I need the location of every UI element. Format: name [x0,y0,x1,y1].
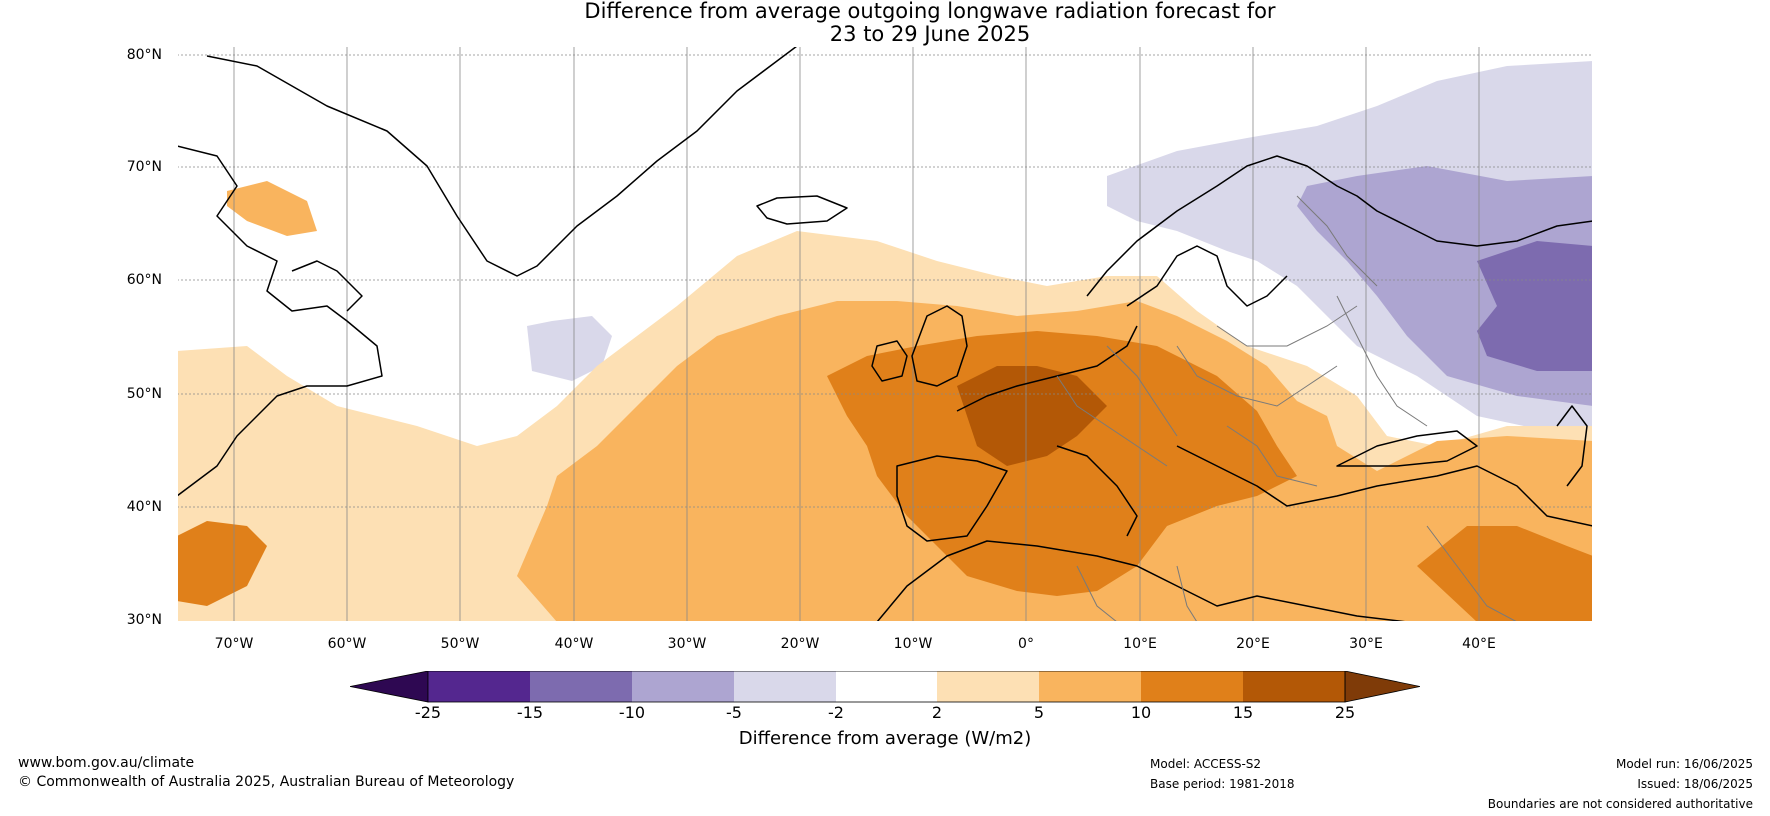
lat-label-30n: 30°N [126,612,162,628]
lon-label-30e: 30°E [1349,636,1383,652]
colorbar-swatch-2 [530,671,632,702]
lon-label-30w: 30°W [667,636,707,652]
coastline-labrador [291,260,363,312]
colorbar-tick-4: -5 [726,703,742,722]
lat-label-70n: 70°N [126,159,162,175]
lon-label-10w: 10°W [893,636,933,652]
colorbar-tick-5: -2 [828,703,844,722]
colorbar-tick-8: 10 [1130,703,1152,722]
title-line-2: 23 to 29 June 2025 [829,22,1031,46]
footer-base-period: Base period: 1981-2018 [1150,777,1295,791]
colorbar-tick-3: -10 [618,703,646,722]
lon-label-70w: 70°W [214,636,254,652]
lon-label-20w: 20°W [780,636,820,652]
colorbar-label: Difference from average (W/m2) [738,728,1032,749]
lon-label-40w: 40°W [554,636,594,652]
lat-label-50n: 50°N [126,386,162,402]
anomaly-region-europe-strong [827,331,1297,596]
lon-label-20e: 20°E [1236,636,1270,652]
coastline-black-sea [1336,430,1478,467]
coastline-greenland [206,46,798,277]
colorbar-under-arrow [350,671,429,703]
colorbar-swatch-6 [937,671,1039,702]
coastline-north-africa [876,540,1408,622]
title-line-1: Difference from average outgoing longwav… [584,0,1276,23]
lat-label-60n: 60°N [126,272,162,288]
coastline-scandinavia [1086,155,1593,297]
lat-label-40n: 40°N [126,499,162,515]
colorbar-swatch-1 [428,671,530,702]
lon-label-10e: 10°E [1123,636,1157,652]
colorbar [350,671,1420,703]
colorbar-over-arrow [1344,671,1420,703]
colorbar-swatch-9 [1243,671,1345,702]
colorbar-swatch-5 [836,671,937,702]
footer-copyright: © Commonwealth of Australia 2025, Austra… [18,774,515,790]
lat-label-80n: 80°N [126,47,162,63]
coastline-iberia [896,455,1008,542]
anomaly-map [177,46,1593,622]
country-borders [1056,195,1518,622]
anomaly-region-russia-strong [1477,241,1593,371]
coastline-iceland [756,195,848,225]
anomaly-region-north-america [177,521,267,606]
anomaly-region-atlantic-small [527,316,612,381]
coastline-north-america [177,145,383,497]
map-title: Difference from average outgoing longwav… [0,0,1770,46]
footer-disclaimer: Boundaries are not considered authoritat… [1487,797,1753,811]
coastline-italy [1056,445,1138,537]
lon-label-40e: 40°E [1462,636,1496,652]
coastlines [177,46,1593,622]
colorbar-swatch-3 [632,671,734,702]
lon-label-0: 0° [1018,636,1034,652]
lon-label-60w: 60°W [327,636,367,652]
gridlines [177,46,1593,622]
anomaly-region-turkey [1417,526,1593,622]
anomaly-region-europe-extreme [957,366,1107,466]
footer-issued: Issued: 18/06/2025 [1637,777,1753,791]
lon-label-50w: 50°W [440,636,480,652]
anomaly-region-baffin [227,181,317,236]
colorbar-tick-7: 5 [1033,703,1045,722]
footer-model-run: Model run: 16/06/2025 [1615,757,1753,771]
coastline-ireland [871,340,908,382]
colorbar-tick-6: 2 [931,703,943,722]
footer-url: www.bom.gov.au/climate [18,755,195,771]
colorbar-tick-9: 15 [1232,703,1254,722]
coastline-caspian [1556,405,1588,487]
colorbar-swatch-8 [1141,671,1243,702]
coastline-baltic [1126,245,1288,307]
footer-model: Model: ACCESS-S2 [1150,757,1262,771]
map-panel [177,46,1593,622]
colorbar-tick-1: -25 [414,703,442,722]
coastline-balkans-turkey [1176,445,1593,527]
colorbar-tick-2: -15 [516,703,544,722]
colorbar-swatch-4 [734,671,836,702]
colorbar-tick-10: 25 [1334,703,1356,722]
coastline-british-isles [911,305,968,387]
colorbar-swatch-7 [1039,671,1141,702]
